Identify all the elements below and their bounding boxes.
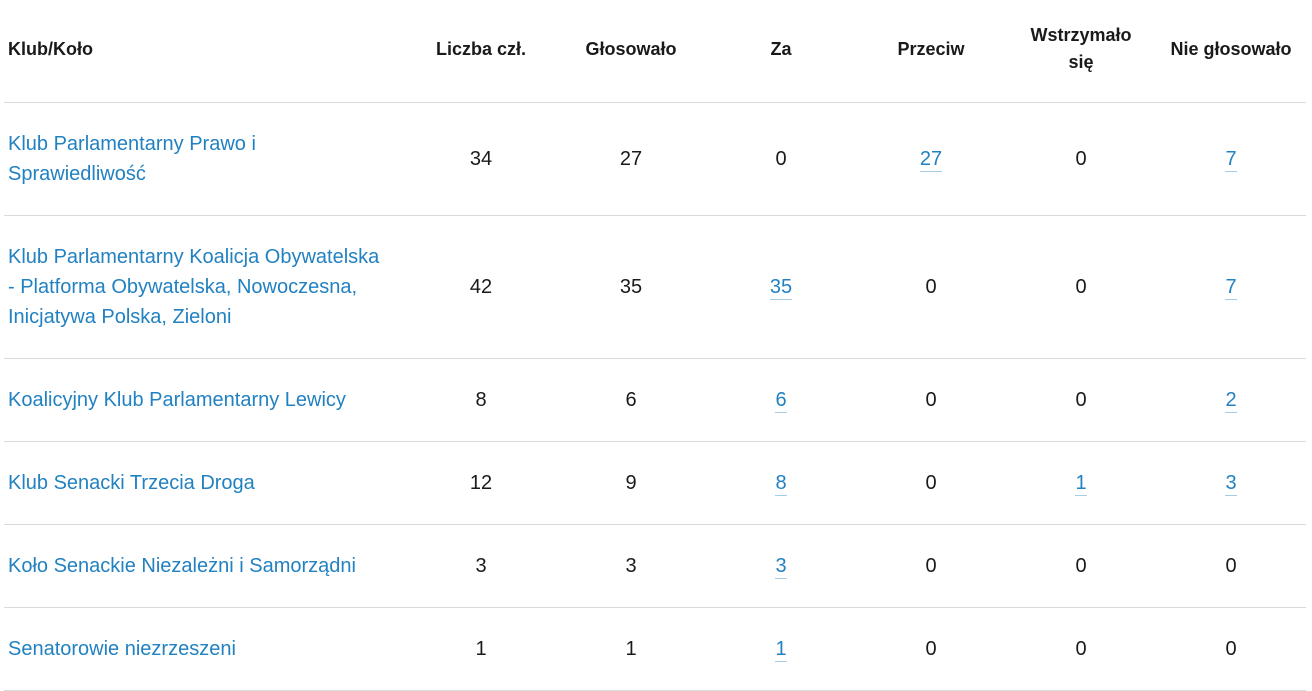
cell-members: 1 [475,638,487,660]
cell-members: 8 [475,389,487,411]
cell-abstained: 0 [1075,638,1087,660]
cell-for-link[interactable]: 6 [775,389,787,413]
club-link[interactable]: Koalicyjny Klub Parlamentarny Lewicy [8,389,346,411]
cell-voted: 9 [625,472,637,494]
column-header-for: Za [706,0,856,103]
cell-abstained-link[interactable]: 1 [1075,472,1087,496]
column-header-against: Przeciw [856,0,1006,103]
table-row: Klub Parlamentarny Koalicja Obywatelska … [4,215,1306,359]
cell-not-voted-link[interactable]: 3 [1225,472,1237,496]
table-row: Koalicyjny Klub Parlamentarny Lewicy 8 6… [4,358,1306,442]
cell-abstained: 0 [1075,148,1087,170]
cell-against: 0 [925,276,937,298]
cell-voted: 6 [625,389,637,411]
cell-against: 0 [925,555,937,577]
column-header-members: Liczba czł. [406,0,556,103]
cell-for-link[interactable]: 8 [775,472,787,496]
cell-not-voted-link[interactable]: 2 [1225,389,1237,413]
club-link[interactable]: Klub Parlamentarny Prawo i Sprawiedliwoś… [8,133,256,185]
column-header-voted: Głosowało [556,0,706,103]
cell-members: 3 [475,555,487,577]
cell-for: 0 [775,148,787,170]
table-row: Senatorowie niezrzeszeni 1 1 1 0 0 0 [4,607,1306,691]
cell-voted: 27 [619,148,643,170]
cell-against: 0 [925,389,937,411]
cell-for-link[interactable]: 1 [775,638,787,662]
cell-abstained: 0 [1075,276,1087,298]
cell-members: 34 [469,148,493,170]
club-link[interactable]: Klub Senacki Trzecia Droga [8,472,255,494]
cell-for-link[interactable]: 3 [775,555,787,579]
table-header-row: Klub/Koło Liczba czł. Głosowało Za Przec… [4,0,1306,103]
club-link[interactable]: Koło Senackie Niezależni i Samorządni [8,555,356,577]
cell-members: 12 [469,472,493,494]
column-header-not-voted: Nie głosowało [1156,0,1306,103]
cell-not-voted-link[interactable]: 7 [1225,148,1237,172]
column-header-abstained: Wstrzymało się [1006,0,1156,103]
cell-not-voted: 0 [1225,638,1237,660]
voting-results-table: Klub/Koło Liczba czł. Głosowało Za Przec… [4,0,1306,691]
cell-against-link[interactable]: 27 [919,148,943,172]
cell-against: 0 [925,638,937,660]
cell-members: 42 [469,276,493,298]
cell-not-voted: 0 [1225,555,1237,577]
cell-for-link[interactable]: 35 [769,276,793,300]
cell-against: 0 [925,472,937,494]
table-row: Klub Parlamentarny Prawo i Sprawiedliwoś… [4,102,1306,216]
table-row: Klub Senacki Trzecia Droga 12 9 8 0 1 3 [4,441,1306,525]
table-row: Koło Senackie Niezależni i Samorządni 3 … [4,524,1306,608]
club-link[interactable]: Senatorowie niezrzeszeni [8,638,236,660]
cell-not-voted-link[interactable]: 7 [1225,276,1237,300]
column-header-club: Klub/Koło [4,0,406,103]
cell-voted: 3 [625,555,637,577]
cell-voted: 35 [619,276,643,298]
cell-voted: 1 [625,638,637,660]
cell-abstained: 0 [1075,555,1087,577]
club-link[interactable]: Klub Parlamentarny Koalicja Obywatelska … [8,246,380,328]
cell-abstained: 0 [1075,389,1087,411]
